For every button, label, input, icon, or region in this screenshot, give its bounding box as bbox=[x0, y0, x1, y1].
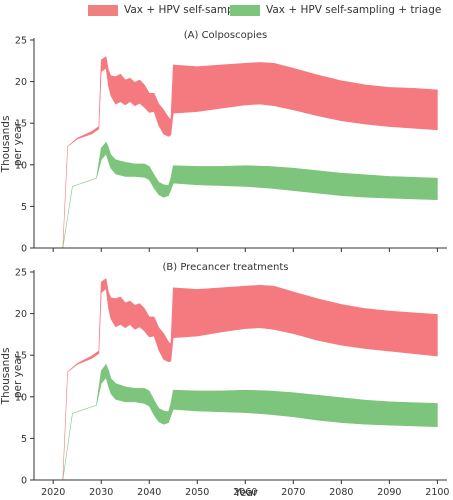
x-tick-label: 2060 bbox=[233, 487, 257, 498]
x-axis-title: Year bbox=[233, 486, 258, 499]
y-tick-label: 15 bbox=[15, 351, 27, 362]
band-series-0 bbox=[62, 56, 438, 249]
band-series-1 bbox=[62, 141, 438, 249]
legend-label: Vax + HPV self-sampling bbox=[124, 4, 253, 16]
y-tick-label: 20 bbox=[15, 309, 27, 320]
panel-precancer-treatments: 0 5 10 15 20 25 2020 2030 2040 2050 2060 2070 2080 20… bbox=[0, 262, 449, 498]
y-axis-label-line: Thousands bbox=[0, 348, 12, 406]
band-series-1 bbox=[62, 363, 438, 481]
y-axis-label-line: per year bbox=[12, 121, 24, 166]
panel-title: (A) Colposcopies bbox=[184, 30, 267, 41]
y-tick-label: 15 bbox=[15, 119, 27, 130]
y-tick-label: 0 bbox=[21, 476, 27, 487]
y-axis-label-line: per year bbox=[12, 353, 24, 398]
x-tick-label: 2100 bbox=[425, 487, 449, 498]
x-tick-label: 2070 bbox=[281, 487, 305, 498]
x-tick-label: 2090 bbox=[377, 487, 401, 498]
legend-swatch-green bbox=[230, 4, 260, 16]
x-tick-label: 2080 bbox=[329, 487, 353, 498]
y-axis-label-line: Thousands bbox=[0, 116, 12, 174]
y-tick-label: 5 bbox=[21, 434, 27, 445]
legend-item-self-sampling: Vax + HPV self-sampling bbox=[88, 2, 253, 18]
x-tick-label: 2050 bbox=[185, 487, 209, 498]
legend: Vax + HPV self-sampling Vax + HPV self-s… bbox=[0, 2, 453, 18]
y-tick-label: 20 bbox=[15, 77, 27, 88]
x-tick-label: 2020 bbox=[41, 487, 65, 498]
y-tick-label: 25 bbox=[15, 268, 27, 279]
band-series-0 bbox=[62, 278, 438, 481]
y-tick-label: 0 bbox=[21, 244, 27, 255]
y-tick-label: 25 bbox=[15, 36, 27, 47]
legend-label: Vax + HPV self-sampling + triage bbox=[266, 4, 442, 16]
x-tick-label: 2030 bbox=[89, 487, 113, 498]
y-tick-label: 10 bbox=[15, 160, 27, 171]
x-tick-label: 2040 bbox=[137, 487, 161, 498]
panel-colposcopies: 0 5 10 15 20 25 (A) Colposcopies Thousandsper y… bbox=[0, 30, 447, 255]
y-tick-label: 5 bbox=[21, 202, 27, 213]
y-tick-label: 10 bbox=[15, 392, 27, 403]
legend-item-self-sampling-triage: Vax + HPV self-sampling + triage bbox=[230, 2, 441, 18]
panel-title: (B) Precancer treatments bbox=[162, 262, 288, 273]
y-axis-label: Thousandsper year bbox=[0, 116, 24, 174]
y-axis-label: Thousandsper year bbox=[0, 348, 24, 406]
legend-swatch-red bbox=[88, 4, 118, 16]
